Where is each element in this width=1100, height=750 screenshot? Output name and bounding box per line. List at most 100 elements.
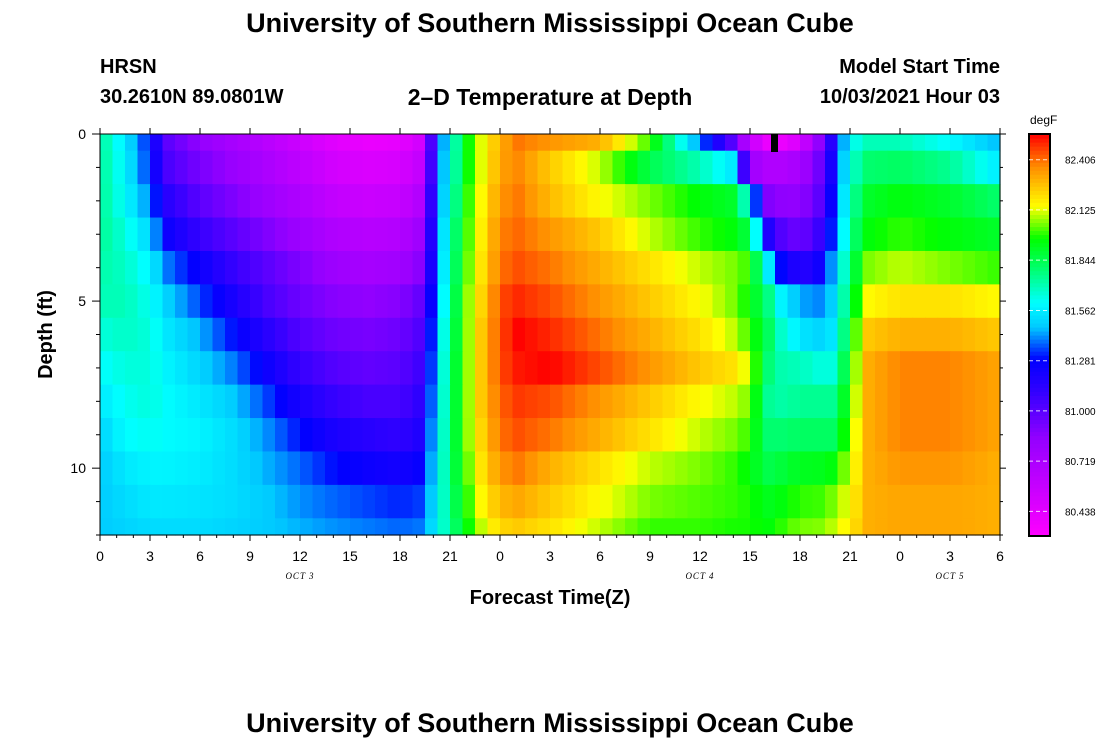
heatmap-cell <box>925 150 939 185</box>
heatmap-cell <box>575 518 589 536</box>
heatmap-cell <box>275 184 289 219</box>
colorbar-band <box>1029 178 1050 183</box>
heatmap-cell <box>337 351 351 386</box>
heatmap-cell <box>375 217 389 252</box>
heatmap-cell <box>312 351 326 386</box>
colorbar-band <box>1029 286 1050 292</box>
heatmap-cell <box>187 518 201 536</box>
heatmap-cell <box>300 451 314 486</box>
heatmap-cell <box>562 150 576 185</box>
heatmap-cell <box>325 384 339 419</box>
heatmap-cell <box>825 217 839 252</box>
heatmap-cell <box>837 418 851 453</box>
heatmap-cell <box>350 317 364 352</box>
heatmap-cell <box>212 134 226 152</box>
heatmap-cell <box>662 217 676 252</box>
heatmap-cell <box>575 317 589 352</box>
heatmap-cell <box>800 250 814 285</box>
heatmap-cell <box>737 134 751 152</box>
heatmap-cell <box>912 451 926 486</box>
heatmap-cell <box>337 134 351 152</box>
heatmap-cell <box>112 217 126 252</box>
heatmap-cell <box>212 418 226 453</box>
colorbar-band <box>1029 355 1050 360</box>
colorbar-band <box>1029 483 1050 489</box>
heatmap-cell <box>637 351 651 386</box>
heatmap-cell <box>525 418 539 453</box>
heatmap-cell <box>150 451 164 486</box>
heatmap-cell <box>737 384 751 419</box>
heatmap-cell <box>175 451 189 486</box>
heatmap-cell <box>637 384 651 419</box>
heatmap-cell <box>137 184 151 219</box>
heatmap-cell <box>200 150 214 185</box>
heatmap-cell <box>437 418 451 453</box>
footer-title: University of Southern Mississippi Ocean… <box>246 708 854 738</box>
heatmap-cell <box>912 484 926 519</box>
heatmap-cell <box>275 217 289 252</box>
heatmap-cell <box>387 184 401 219</box>
colorbar-band <box>1029 290 1050 296</box>
heatmap-cell <box>987 317 1001 352</box>
heatmap-cell <box>412 451 426 486</box>
heatmap-cell <box>537 451 551 486</box>
heatmap-cell <box>475 317 489 352</box>
heatmap-cell <box>662 184 676 219</box>
heatmap-cell <box>287 384 301 419</box>
heatmap-cell <box>962 418 976 453</box>
heatmap-cell <box>887 184 901 219</box>
heatmap-cell <box>125 317 139 352</box>
heatmap-cell <box>287 150 301 185</box>
heatmap-cell <box>937 451 951 486</box>
heatmap-cell <box>437 184 451 219</box>
x-tick-label: 12 <box>692 548 708 564</box>
heatmap-cell <box>525 184 539 219</box>
heatmap-cell <box>825 250 839 285</box>
heatmap-cell <box>725 317 739 352</box>
heatmap-cell <box>187 284 201 319</box>
heatmap-cell <box>800 418 814 453</box>
heatmap-cell <box>425 184 439 219</box>
heatmap-cell <box>625 284 639 319</box>
colorbar-band <box>1029 322 1050 328</box>
heatmap-cell <box>912 217 926 252</box>
plot-title: 2–D Temperature at Depth <box>407 84 693 110</box>
heatmap-cell <box>962 384 976 419</box>
heatmap-cell <box>462 317 476 352</box>
heatmap-cell <box>712 317 726 352</box>
heatmap-cell <box>762 418 776 453</box>
heatmap-cell <box>887 317 901 352</box>
heatmap-cell <box>187 184 201 219</box>
heatmap-cell <box>450 484 464 519</box>
heatmap-cell <box>237 451 251 486</box>
heatmap-cell <box>312 150 326 185</box>
heatmap-cell <box>512 384 526 419</box>
heatmap-cell <box>275 484 289 519</box>
heatmap-cell <box>337 250 351 285</box>
heatmap-cell <box>600 217 614 252</box>
heatmap-cell <box>775 150 789 185</box>
heatmap-cell <box>825 184 839 219</box>
heatmap-cell <box>812 317 826 352</box>
heatmap-cell <box>837 217 851 252</box>
heatmap-cell <box>662 384 676 419</box>
heatmap-cell <box>625 250 639 285</box>
heatmap-cell <box>850 217 864 252</box>
heatmap-cell <box>462 184 476 219</box>
heatmap-cell <box>350 518 364 536</box>
heatmap-cell <box>762 351 776 386</box>
heatmap-cell <box>675 451 689 486</box>
heatmap-cell <box>437 351 451 386</box>
heatmap-cell <box>700 484 714 519</box>
heatmap-cell <box>825 518 839 536</box>
heatmap-cell <box>387 217 401 252</box>
colorbar-band <box>1029 379 1050 384</box>
heatmap-cell <box>887 418 901 453</box>
colorbar-band <box>1029 158 1050 163</box>
heatmap-cell <box>312 384 326 419</box>
heatmap-cell <box>125 484 139 519</box>
heatmap-cell <box>762 250 776 285</box>
heatmap-cell <box>425 284 439 319</box>
heatmap-cell <box>950 351 964 386</box>
heatmap-cell <box>150 418 164 453</box>
